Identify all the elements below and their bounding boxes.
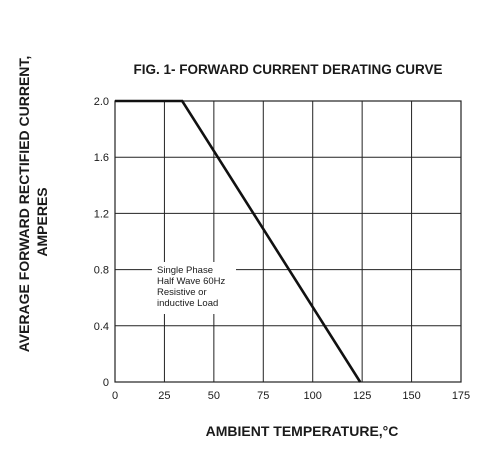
x-tick-label: 100 — [304, 390, 322, 402]
y-tick-label: 0 — [103, 377, 109, 389]
x-tick-label: 50 — [208, 390, 220, 402]
y-tick-label: 2.0 — [94, 96, 109, 108]
x-tick-label: 75 — [257, 390, 269, 402]
annotation-line-2: Half Wave 60Hz — [157, 276, 226, 287]
x-tick-label: 125 — [353, 390, 371, 402]
x-tick-label: 175 — [452, 390, 470, 402]
annotation-line-4: inductive Load — [157, 298, 218, 309]
x-tick-label: 150 — [402, 390, 420, 402]
grid-layer — [114, 100, 462, 383]
tick-labels: 0 25 50 75 100 125 150 175 0 0.4 0.8 1.2 1.6 2.0 — [94, 96, 470, 402]
x-tick-label: 25 — [158, 390, 170, 402]
annotation-line-3: Resistive or — [157, 287, 207, 298]
y-tick-label: 0.8 — [94, 265, 109, 277]
x-tick-label: 0 — [112, 390, 118, 402]
y-tick-label: 0.4 — [94, 321, 109, 333]
y-tick-label: 1.2 — [94, 208, 109, 220]
derating-curve-line — [115, 99, 362, 383]
y-axis-label-line-2: AMPERES — [34, 187, 50, 256]
series-layer — [115, 99, 362, 383]
annotation-background — [152, 262, 236, 314]
annotation-line-1: Single Phase — [157, 265, 213, 276]
y-axis-label-line-1: AVERAGE FORWARD RECTIFIED CURRENT, — [16, 56, 32, 353]
chart-title: FIG. 1- FORWARD CURRENT DERATING CURVE — [133, 62, 442, 77]
y-tick-label: 1.6 — [94, 152, 109, 164]
annotation-box: Single Phase Half Wave 60Hz Resistive or… — [152, 262, 236, 314]
x-axis-label: AMBIENT TEMPERATURE,°C — [206, 423, 399, 439]
plot-frame — [114, 100, 462, 383]
